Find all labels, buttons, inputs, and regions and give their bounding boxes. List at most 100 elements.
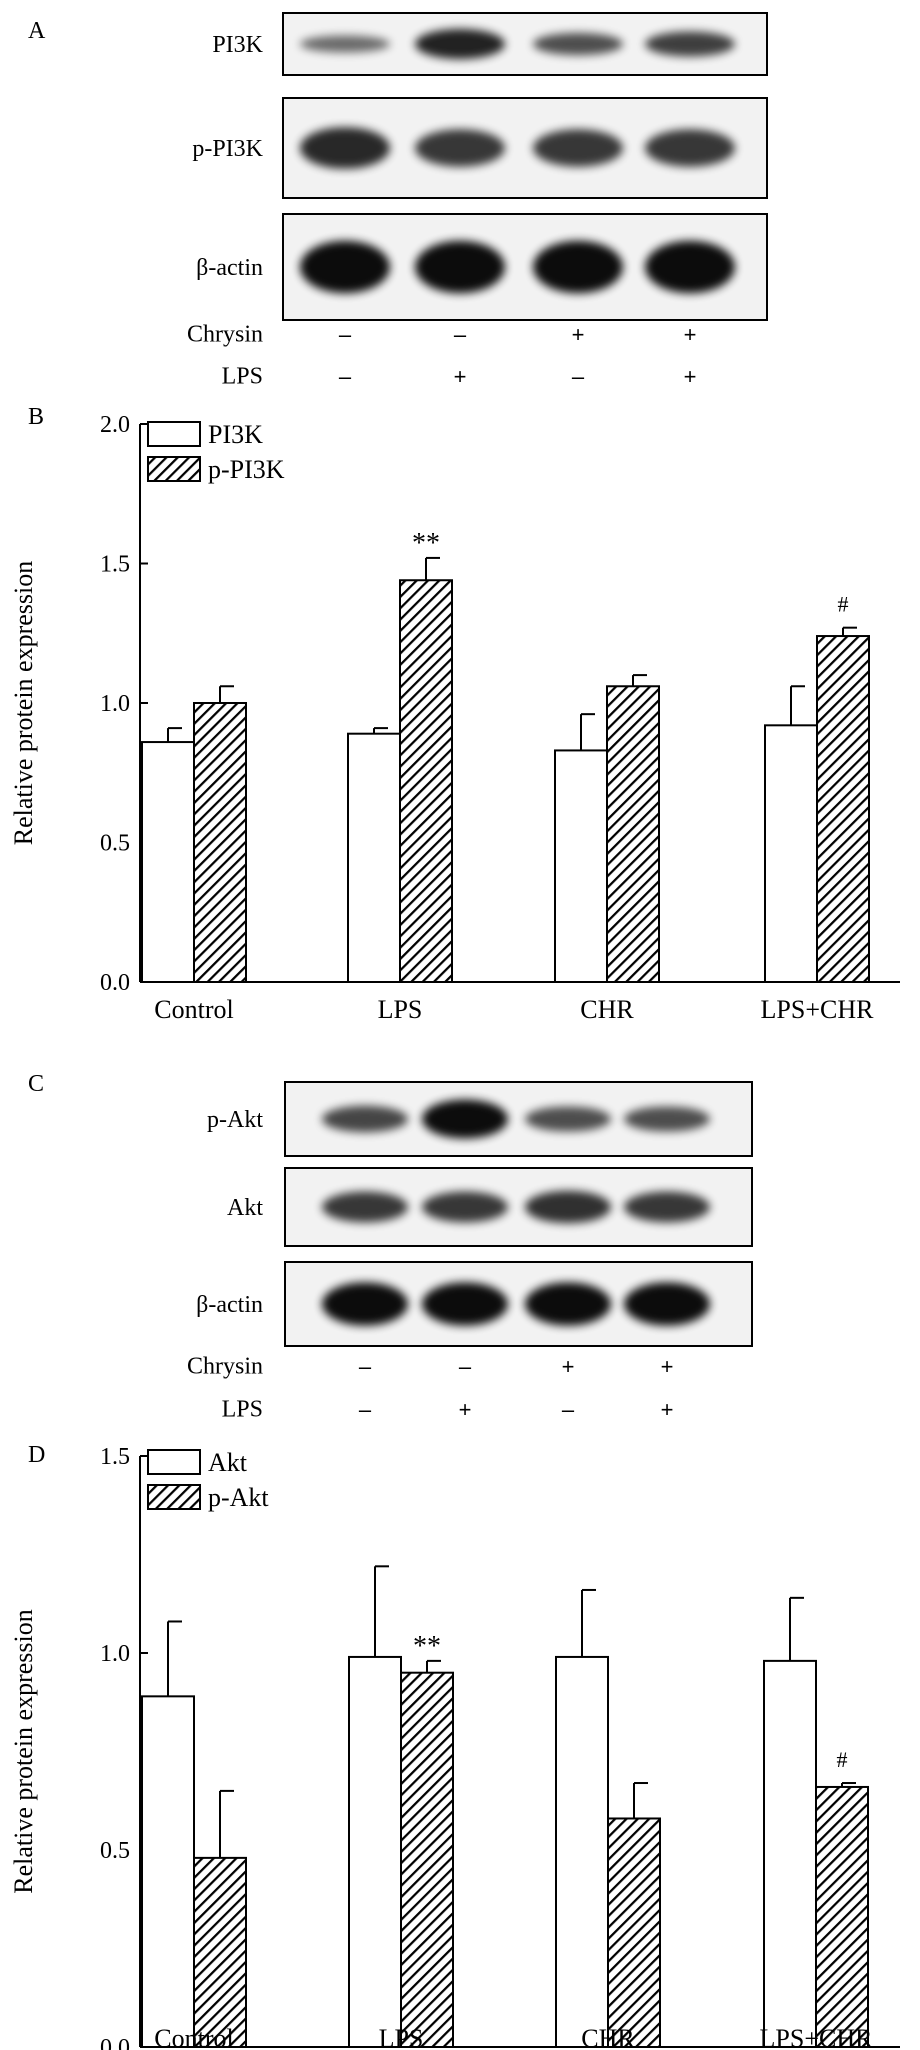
x-tick-label-lps: LPS [379, 2024, 424, 2050]
condition-row-chrysin: Chrysin – – + + [187, 322, 696, 348]
blot-band [533, 32, 623, 56]
legend-swatch-akt [147, 1449, 201, 1475]
condition-sign: + [684, 364, 697, 389]
bar-group-lps [348, 1565, 454, 2048]
bar-group-lps-chr [764, 626, 870, 983]
blot-row-p-akt: p-Akt [207, 1081, 753, 1157]
legend: PI3K p-PI3K [147, 420, 285, 484]
bar-akt [555, 1655, 609, 2048]
y-tick-label: 1.5 [100, 1444, 130, 1470]
condition-sign: + [459, 1397, 472, 1422]
y-tick-label: 1.0 [100, 1641, 130, 1667]
condition-sign: + [562, 1354, 575, 1379]
bar-p-pi3k [606, 685, 660, 983]
blot-label: Akt [227, 1195, 263, 1221]
condition-sign: – [562, 1397, 575, 1422]
blot-band [422, 1099, 508, 1139]
condition-row-chrysin: Chrysin – – + + [187, 1354, 673, 1380]
blot-band [300, 240, 390, 294]
panel-letter-b: B [28, 404, 44, 430]
bar-akt [141, 1695, 195, 2048]
blot-label: PI3K [212, 32, 263, 58]
y-axis-label: Relative protein expression [9, 561, 38, 845]
condition-sign: – [339, 322, 352, 347]
blot-panel-c: p-Akt Akt β-actin Chrysin – – + + LPS – + – + [187, 1081, 753, 1423]
condition-sign: + [661, 1354, 674, 1379]
bar-pi3k [141, 741, 195, 983]
y-tick-label: 0.0 [100, 2035, 130, 2050]
bar-group-control [141, 685, 247, 983]
blot-row-p-pi3k: p-PI3K [192, 97, 768, 199]
y-tick-label: 0.5 [100, 1838, 130, 1864]
legend-label-p-akt: p-Akt [208, 1483, 269, 1512]
bar-group-lps [347, 556, 453, 983]
y-tick-label: 1.0 [100, 691, 130, 717]
blot-band [525, 1106, 611, 1132]
blot-band [645, 240, 735, 294]
condition-sign: – [359, 1397, 372, 1422]
blot-band [525, 1282, 611, 1326]
x-tick-label-control: Control [154, 2024, 233, 2050]
blot-band [322, 1191, 408, 1223]
condition-row-lps: LPS – + – + [222, 364, 697, 390]
bar-akt [763, 1659, 817, 2048]
blot-panel-a: PI3K p-PI3K β-actin Chrysin – – + + LPS – + – + [187, 12, 768, 390]
bar-p-akt [607, 1817, 661, 2048]
blot-band [624, 1191, 710, 1223]
blot-band [525, 1190, 611, 1224]
legend-label-pi3k: PI3K [208, 420, 263, 449]
x-tick-label-lps: LPS [378, 995, 423, 1024]
bar-p-pi3k [399, 579, 453, 983]
x-tick-label-lps-chr: LPS+CHR [761, 995, 875, 1024]
blot-row-actin: β-actin [196, 213, 768, 321]
blot-band [300, 35, 390, 53]
panel-letter-c: C [28, 1071, 44, 1097]
condition-sign: + [684, 322, 697, 347]
bar-pi3k [554, 749, 608, 983]
bar-p-akt [400, 1671, 454, 2048]
blot-band [415, 240, 505, 294]
legend: Akt p-Akt [147, 1448, 269, 1512]
blot-band [422, 1282, 508, 1326]
condition-sign: + [454, 364, 467, 389]
y-tick-label: 1.5 [100, 552, 130, 578]
blot-label: p-Akt [207, 1107, 263, 1133]
condition-row-lps: LPS – + – + [222, 1397, 674, 1423]
condition-sign: + [661, 1397, 674, 1422]
condition-label: LPS [222, 364, 263, 390]
blot-band [422, 1191, 508, 1223]
blot-band [645, 31, 735, 57]
bar-pi3k [347, 732, 401, 983]
bar-p-pi3k [816, 635, 870, 983]
condition-sign: + [572, 322, 585, 347]
bar-group-lps-chr [763, 1596, 869, 2048]
chart-d: 0.0 0.5 1.0 1.5 Relative protein expression C… [9, 1444, 900, 2050]
bar-p-akt [815, 1785, 869, 2048]
condition-sign: – [459, 1354, 472, 1379]
chart-b: 0.0 0.5 1.0 1.5 2.0 Relative protein expressi… [9, 412, 900, 1024]
x-tick-label-control: Control [154, 995, 233, 1024]
legend-label-p-pi3k: p-PI3K [208, 455, 285, 484]
blot-row-pi3k: PI3K [212, 12, 768, 76]
blot-label: p-PI3K [192, 136, 263, 162]
bar-akt [348, 1655, 402, 2048]
condition-label: LPS [222, 1397, 263, 1423]
blot-band [415, 129, 505, 167]
blot-band [415, 28, 505, 60]
y-tick-label: 2.0 [100, 412, 130, 438]
condition-sign: – [359, 1354, 372, 1379]
condition-sign: – [339, 364, 352, 389]
significance-marker: # [837, 1747, 848, 1772]
condition-label: Chrysin [187, 1354, 263, 1380]
bar-p-akt [193, 1856, 247, 2048]
significance-marker: ** [413, 1631, 441, 1662]
x-tick-label-chr: CHR [581, 2024, 635, 2050]
blot-label: β-actin [196, 255, 263, 281]
blot-band [300, 127, 390, 169]
bar-group-chr [555, 1588, 661, 2048]
blot-band [322, 1105, 408, 1133]
y-tick-label: 0.0 [100, 970, 130, 996]
panel-letter-a: A [28, 18, 46, 44]
blot-band [322, 1282, 408, 1326]
